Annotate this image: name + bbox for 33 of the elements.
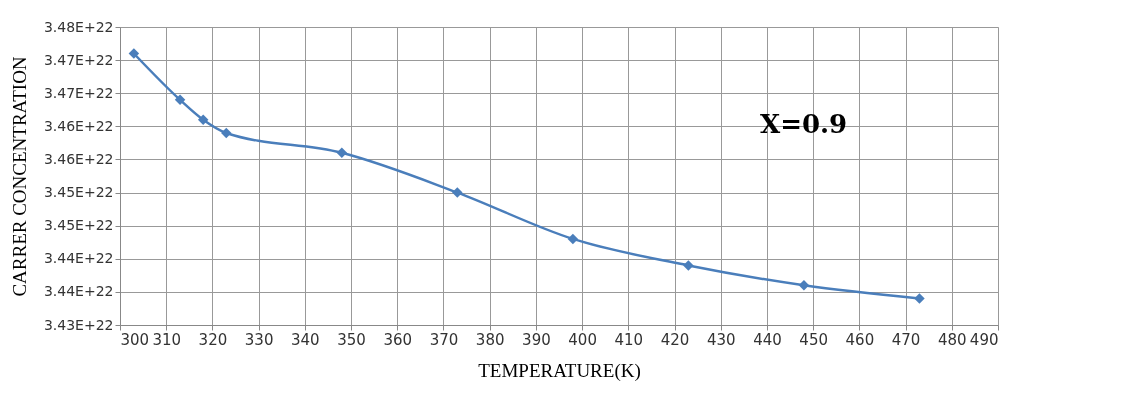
x-tick-label: 410: [614, 330, 644, 349]
x-tick-label: 490: [969, 330, 999, 349]
y-tick-label: 3.44E+22: [43, 250, 114, 267]
x-tick-label: 420: [660, 330, 690, 349]
y-tick-label: 3.46E+22: [43, 150, 114, 167]
y-tick-label: 3.45E+22: [43, 217, 114, 234]
x-tick-label: 480: [937, 330, 967, 349]
x-tick-label: 320: [198, 330, 228, 349]
x-tick-label: 400: [568, 330, 597, 349]
x-tick-label: 380: [475, 330, 505, 349]
x-tick-label: 440: [753, 330, 782, 349]
x-axis-title: TEMPERATURE(K): [478, 359, 641, 382]
x-tick-label: 340: [291, 330, 320, 349]
x-tick-label: 430: [706, 330, 736, 349]
y-tick-label: 3.47E+22: [43, 84, 114, 101]
y-tick-label: 3.47E+22: [43, 51, 114, 68]
x-tick-label: 390: [522, 330, 551, 349]
y-tick-label: 3.46E+22: [43, 117, 114, 134]
x-tick-label: 360: [383, 330, 413, 349]
annotation: X=0.9: [760, 109, 848, 139]
x-tick-label: 350: [337, 330, 366, 349]
x-tick-label: 310: [152, 330, 182, 349]
x-tick-label: 300: [120, 330, 150, 349]
y-tick-label: 3.48E+22: [43, 18, 114, 35]
x-tick-label: 460: [845, 330, 875, 349]
x-tick-label: 470: [891, 330, 921, 349]
y-tick-label: 3.44E+22: [43, 283, 114, 300]
y-axis-title: CARRER CONCENTRATION: [8, 56, 30, 297]
x-tick-label: 330: [244, 330, 274, 349]
y-tick-label: 3.43E+22: [43, 316, 114, 333]
y-tick-label: 3.45E+22: [43, 184, 114, 201]
x-tick-label: 450: [799, 330, 828, 349]
x-tick-label: 370: [429, 330, 459, 349]
